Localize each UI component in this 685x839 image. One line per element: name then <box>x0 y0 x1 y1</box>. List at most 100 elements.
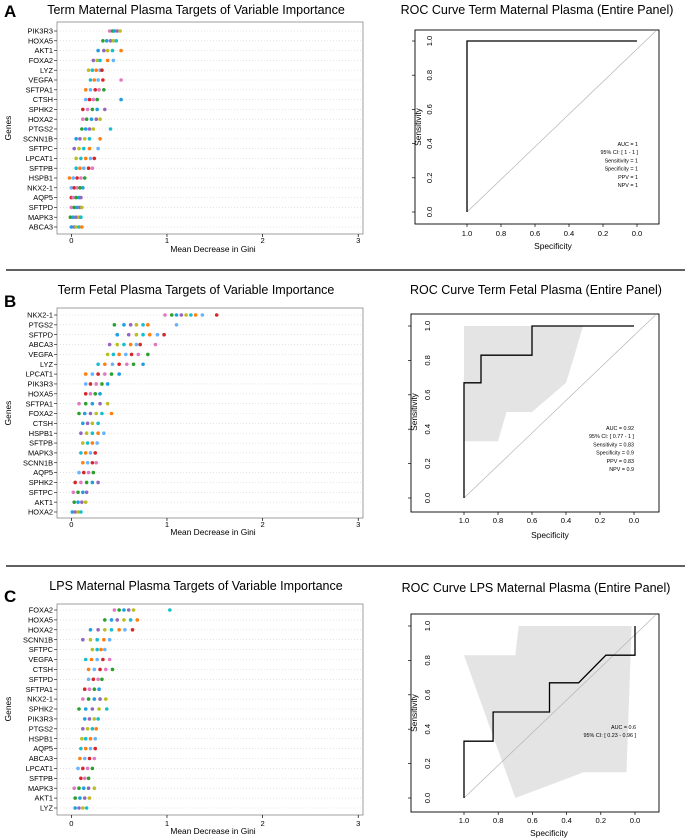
data-point <box>128 618 133 622</box>
data-point <box>94 68 99 72</box>
data-point <box>93 746 98 751</box>
gene-label: SFTPA1 <box>26 399 53 408</box>
data-point <box>84 117 89 121</box>
data-point <box>83 657 88 662</box>
gene-label: SFTPC <box>29 645 54 654</box>
data-point <box>109 628 114 632</box>
data-point <box>93 88 98 92</box>
dotplot-frame-b <box>56 307 364 519</box>
gene-label: HOXA2 <box>28 508 53 517</box>
roc-stat: Sensitivity = 1 <box>605 158 638 164</box>
gene-label: VEGFA <box>28 76 53 85</box>
data-point <box>97 88 101 92</box>
data-point <box>98 117 102 121</box>
dotplot-frame-c <box>56 603 364 816</box>
data-point <box>105 382 110 386</box>
y-axis-label: Sensitivity <box>413 107 423 146</box>
data-point <box>81 806 85 810</box>
roc-stat: Specificity = 0.9 <box>596 451 634 457</box>
data-point <box>77 707 81 711</box>
data-point <box>79 195 83 200</box>
gene-label: HOXA5 <box>28 389 53 398</box>
x-tick-label: 1 <box>165 819 169 828</box>
data-point <box>81 441 85 445</box>
roc-curve <box>466 40 637 212</box>
data-point <box>81 727 85 731</box>
data-point <box>77 786 81 790</box>
gene-label: LYZ <box>40 360 53 369</box>
data-point <box>78 796 82 800</box>
data-point <box>105 401 110 406</box>
x-tick-label: 2 <box>260 819 264 828</box>
data-point <box>96 78 100 82</box>
data-point <box>96 146 100 151</box>
data-point <box>101 39 105 43</box>
data-point <box>115 618 120 622</box>
data-point <box>125 362 129 367</box>
data-point <box>184 313 188 317</box>
data-point <box>90 441 95 445</box>
data-point <box>100 68 104 72</box>
data-point <box>86 776 91 781</box>
data-point <box>81 186 85 190</box>
x-tick-label: 0.0 <box>629 516 640 525</box>
data-point <box>92 667 97 672</box>
data-point <box>78 137 82 141</box>
roc-stat: PPV = 0.83 <box>607 459 634 465</box>
data-point <box>90 460 95 465</box>
x-tick-label: 1.0 <box>462 229 473 238</box>
data-point <box>107 342 112 347</box>
data-point <box>76 510 80 514</box>
x-tick-label: 0.4 <box>561 816 572 825</box>
gene-label: PTGS2 <box>29 724 53 733</box>
data-point <box>108 127 113 131</box>
data-point <box>83 88 88 92</box>
gene-label: MAPK3 <box>28 213 53 222</box>
data-point <box>71 490 76 495</box>
dotplot-frame-a <box>56 21 364 235</box>
data-point <box>79 156 83 161</box>
data-point <box>100 382 104 386</box>
data-point <box>82 717 87 721</box>
data-point <box>104 39 109 43</box>
data-point <box>96 677 100 682</box>
data-point <box>115 342 120 347</box>
x-axis-label: Mean Decrease in Gini <box>170 826 255 836</box>
data-point <box>73 796 77 800</box>
y-tick-label: 0.2 <box>423 458 432 469</box>
gene-label: CTSH <box>33 419 53 428</box>
data-point <box>74 166 78 170</box>
data-point <box>74 225 78 229</box>
x-tick-label: 3 <box>356 819 360 828</box>
roc-stat: AUC = 0.6 <box>611 725 636 731</box>
data-point <box>72 500 77 504</box>
data-point <box>91 470 96 475</box>
y-tick-label: 0.6 <box>423 390 432 401</box>
gene-label: SFTPB <box>29 439 53 448</box>
data-point <box>84 806 89 810</box>
data-point <box>74 156 78 161</box>
data-point <box>107 657 112 662</box>
data-point <box>112 608 117 612</box>
chart-title: LPS Maternal Plasma Targets of Variable … <box>49 579 342 593</box>
data-point <box>90 166 95 170</box>
data-point <box>86 677 91 682</box>
gene-label: AKT1 <box>35 46 53 55</box>
gene-label: PIK3R3 <box>28 27 53 36</box>
x-tick-label: 0.6 <box>530 229 541 238</box>
data-point <box>119 78 123 82</box>
data-point <box>103 667 108 672</box>
panel-label-b: B <box>4 292 16 311</box>
data-point <box>87 756 92 761</box>
gene-label: ABCA3 <box>29 340 53 349</box>
data-point <box>88 451 93 455</box>
y-tick-label: 0.8 <box>425 70 434 81</box>
y-tick-label: 1.0 <box>425 36 434 47</box>
x-tick-label: 0.8 <box>493 516 504 525</box>
y-tick-label: 0.4 <box>423 424 432 435</box>
data-point <box>85 727 90 731</box>
data-point <box>83 97 88 102</box>
data-point <box>81 166 86 170</box>
gene-label: MAPK3 <box>28 449 53 458</box>
x-axis-label: Specificity <box>534 241 573 251</box>
